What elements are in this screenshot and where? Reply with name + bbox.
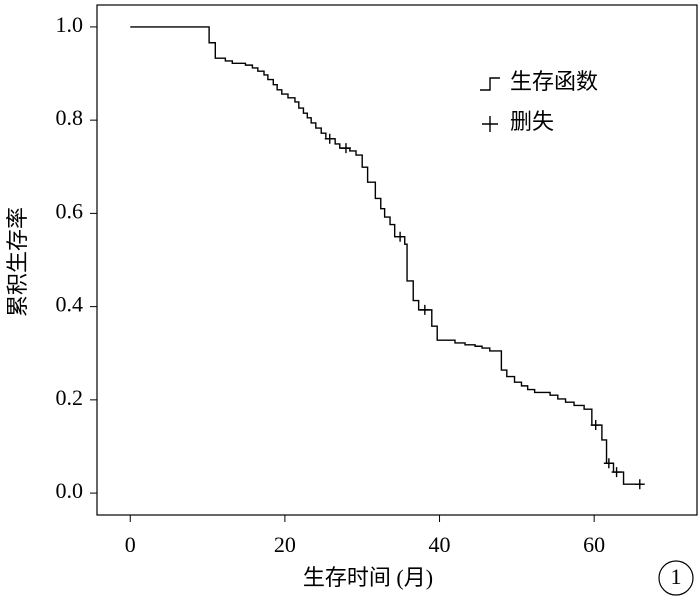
legend-censor-icon <box>482 116 498 132</box>
plot-frame <box>96 4 698 516</box>
x-tick-label: 0 <box>125 532 136 557</box>
y-tick-label: 1.0 <box>56 12 84 37</box>
y-tick-label: 0.2 <box>56 385 84 410</box>
censor-mark <box>603 458 614 469</box>
censor-mark <box>395 231 406 242</box>
annotation-circle <box>658 560 694 596</box>
censor-mark <box>634 479 645 490</box>
y-tick-label: 0.8 <box>56 105 84 130</box>
legend-label: 生存函数 <box>510 69 598 94</box>
x-axis-label: 生存时间 (月) <box>303 565 433 590</box>
x-tick-label: 60 <box>583 532 605 557</box>
y-tick-label: 0.0 <box>56 478 84 503</box>
censor-mark <box>590 420 601 431</box>
x-tick-label: 40 <box>429 532 451 557</box>
legend-step-icon <box>480 77 500 91</box>
y-tick-label: 0.6 <box>56 198 84 223</box>
y-tick-label: 0.4 <box>56 292 84 317</box>
survival-curve <box>130 26 643 485</box>
legend-label: 删失 <box>510 109 554 134</box>
annotation: 1 <box>671 564 682 589</box>
x-tick-label: 20 <box>274 532 296 557</box>
censor-mark <box>611 467 622 478</box>
y-axis-label: 累积生存率 <box>5 207 30 317</box>
censor-mark <box>324 133 335 144</box>
censor-mark <box>340 143 351 154</box>
censor-mark <box>419 304 430 315</box>
